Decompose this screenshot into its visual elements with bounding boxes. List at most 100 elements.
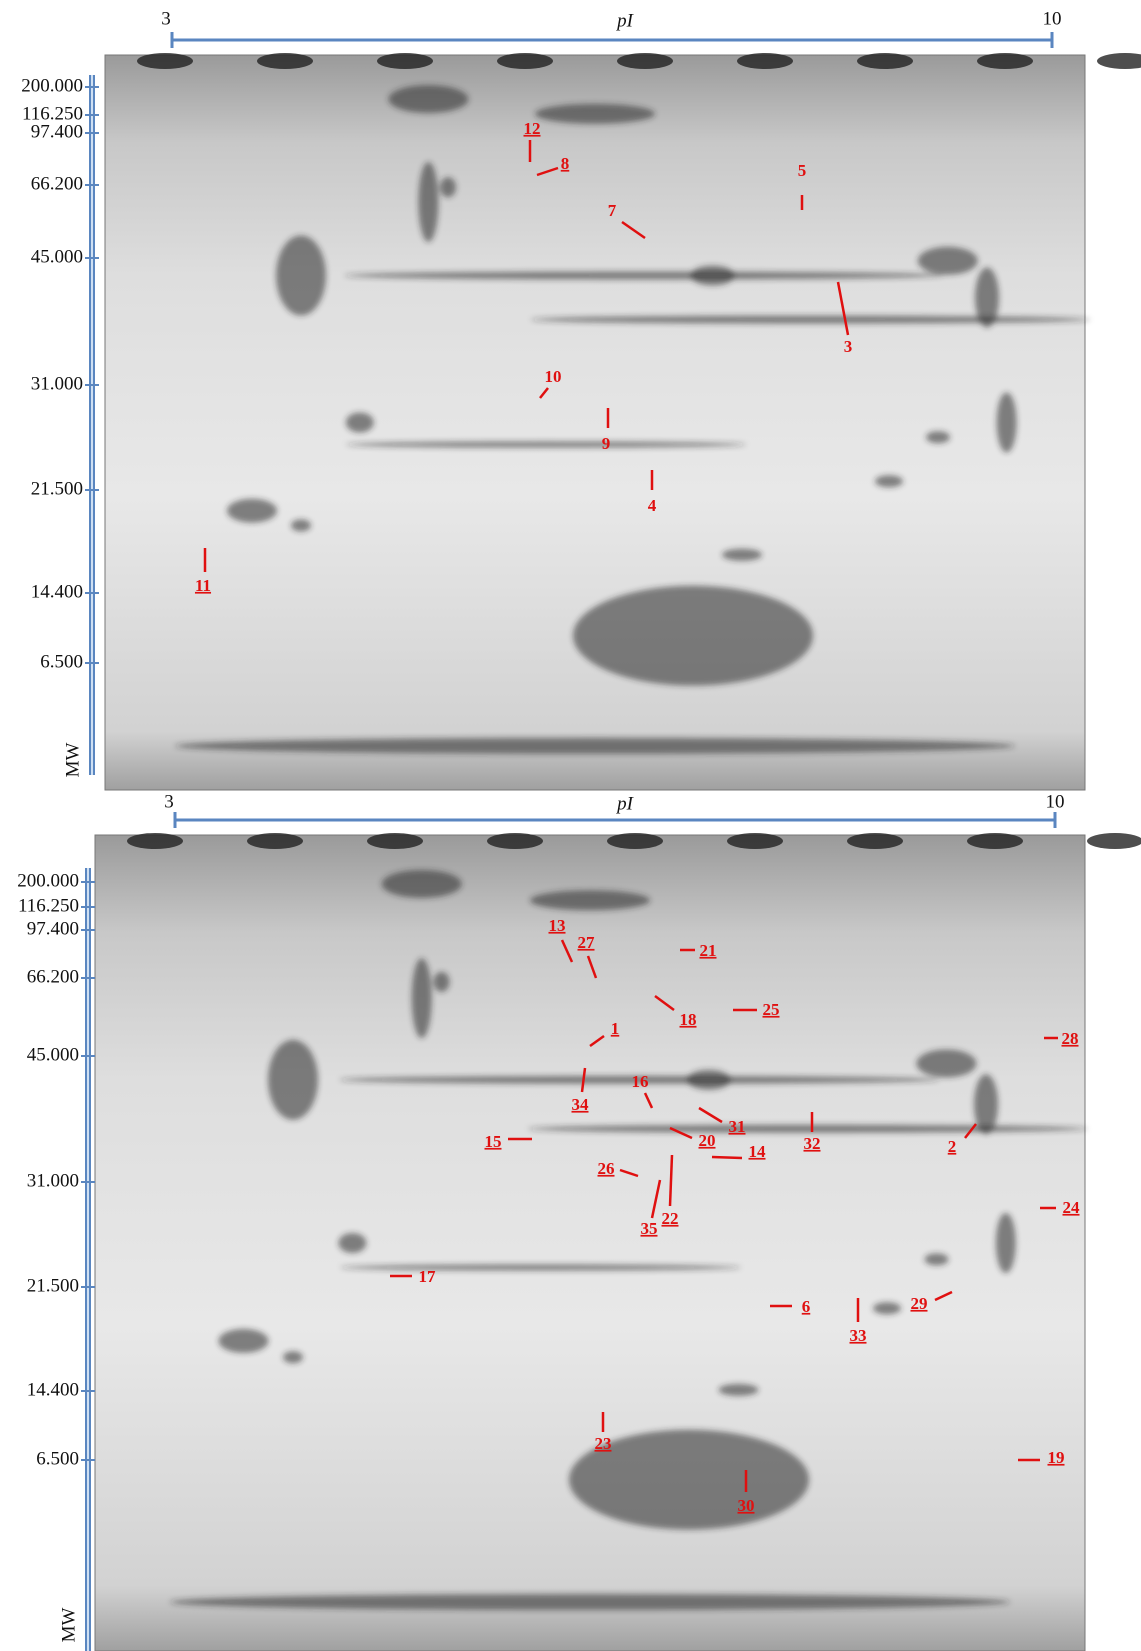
spot-label: 25 <box>763 1000 780 1019</box>
spot-leader <box>619 1168 639 1178</box>
spot-label: 13 <box>549 916 566 935</box>
well <box>497 53 553 69</box>
mw-tick-label: 45.000 <box>31 246 83 267</box>
mw-tick-label: 21.500 <box>27 1275 79 1296</box>
gel-spot <box>926 431 950 444</box>
spot-label: 8 <box>561 154 570 173</box>
spot-label: 31 <box>729 1117 746 1136</box>
gel-spot <box>718 1383 759 1396</box>
gel-spot <box>527 1124 1088 1133</box>
well <box>377 53 433 69</box>
spot-leader <box>586 955 598 979</box>
well <box>847 833 903 849</box>
pi-title: pI <box>615 10 635 31</box>
spot-label: 20 <box>699 1131 716 1150</box>
gel-spot <box>344 271 944 280</box>
well <box>137 53 193 69</box>
spot-label: 29 <box>911 1294 928 1313</box>
spot-label: 33 <box>850 1326 867 1345</box>
spot-label: 3 <box>844 337 853 356</box>
gel-spot <box>283 1351 303 1364</box>
gel-spot <box>388 85 469 114</box>
spot-label: 5 <box>798 161 807 180</box>
spot-label: 1 <box>611 1019 620 1038</box>
well <box>487 833 543 849</box>
gel-spot <box>924 1253 949 1266</box>
well <box>1097 53 1141 69</box>
spot-label: 7 <box>608 201 617 220</box>
spot-leader <box>711 1155 743 1160</box>
spot-label: 12 <box>524 119 541 138</box>
spot-label: 21 <box>700 941 717 960</box>
mw-tick-label: 200.000 <box>17 870 79 891</box>
gel-spot <box>345 412 374 433</box>
spot-label: 11 <box>195 576 211 595</box>
well <box>367 833 423 849</box>
gel-spot <box>974 1074 998 1135</box>
gel-spot <box>975 267 999 328</box>
spot-leader <box>560 939 574 963</box>
spot-leader <box>654 994 675 1012</box>
mw-tick-label: 97.400 <box>27 918 79 939</box>
gel-spot <box>340 1264 741 1271</box>
gel-spot <box>530 315 1091 324</box>
pi-min-label: 3 <box>164 791 174 812</box>
gel-spot <box>291 519 311 532</box>
well <box>617 53 673 69</box>
mw-tick-label: 14.400 <box>27 1379 79 1400</box>
spot-leader <box>668 1154 674 1207</box>
mw-tick-label: 97.400 <box>31 121 83 142</box>
gel-spot <box>381 869 462 898</box>
well <box>727 833 783 849</box>
mw-tick-label: 31.000 <box>27 1170 79 1191</box>
spot-label: 2 <box>948 1137 957 1156</box>
gel-spot <box>995 1213 1016 1273</box>
gel-spots <box>175 85 1091 754</box>
gel-spot <box>227 498 277 523</box>
gel-spot <box>722 548 762 561</box>
spot-label: 16 <box>632 1072 649 1091</box>
mw-tick-label: 14.400 <box>31 581 83 602</box>
mw-title: MW <box>58 1608 79 1643</box>
spot-label: 19 <box>1048 1448 1065 1467</box>
spot-label: 24 <box>1063 1198 1081 1217</box>
gel-spot <box>268 1039 318 1120</box>
mw-tick-label: 21.500 <box>31 478 83 499</box>
spot-label: 9 <box>602 434 611 453</box>
gel-image <box>104 54 1086 791</box>
spot-label: 35 <box>641 1219 658 1238</box>
spot-leader <box>539 387 549 399</box>
gel-spots <box>170 869 1088 1611</box>
gel-panel <box>104 53 1141 791</box>
spot-label: 27 <box>578 933 596 952</box>
gel-spot <box>433 971 450 992</box>
spot-label: 17 <box>419 1267 437 1286</box>
spot-leader <box>589 1034 605 1048</box>
pi-min-label: 3 <box>161 8 171 29</box>
spot-label: 22 <box>662 1209 679 1228</box>
spot-label: 15 <box>485 1132 502 1151</box>
spot-label: 14 <box>749 1142 767 1161</box>
gel-spot <box>996 392 1017 453</box>
gel-panel <box>94 833 1141 1651</box>
spot-label: 4 <box>648 496 657 515</box>
gel-spot <box>418 162 439 242</box>
mw-tick-label: 66.200 <box>27 966 79 987</box>
gel-spot <box>170 1594 1010 1611</box>
spot-leader <box>836 281 850 336</box>
well <box>247 833 303 849</box>
well <box>257 53 313 69</box>
gel-spot <box>440 177 456 198</box>
gel-spot <box>339 1075 940 1084</box>
mw-tick-label: 6.500 <box>36 1448 79 1469</box>
gel-spot <box>535 103 655 124</box>
pi-max-label: 10 <box>1046 791 1065 812</box>
well <box>127 833 183 849</box>
gel-spot <box>917 246 978 275</box>
gel-spot <box>530 890 650 911</box>
spot-label: 34 <box>572 1095 590 1114</box>
spot-leader <box>621 220 646 240</box>
mw-tick-label: 45.000 <box>27 1044 79 1065</box>
